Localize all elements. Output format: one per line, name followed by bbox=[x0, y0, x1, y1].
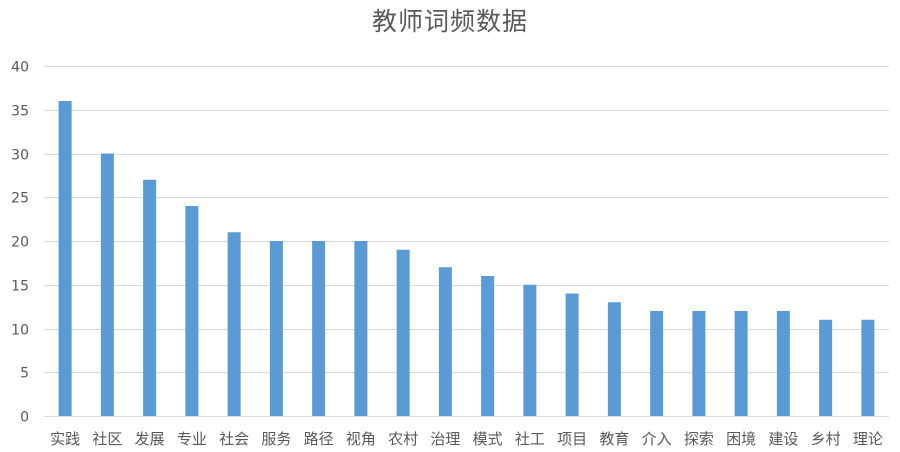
y-tick-label: 30 bbox=[11, 148, 29, 164]
x-category-label: 理论 bbox=[853, 430, 883, 448]
bar bbox=[312, 241, 326, 416]
bar bbox=[565, 293, 579, 416]
gridlines bbox=[44, 66, 889, 417]
y-tick-label: 20 bbox=[11, 235, 29, 251]
x-category-label: 模式 bbox=[473, 430, 503, 448]
x-category-label: 探索 bbox=[684, 430, 714, 448]
bar bbox=[438, 267, 452, 416]
y-tick-label: 10 bbox=[11, 323, 29, 339]
y-tick-label: 0 bbox=[20, 410, 29, 426]
x-category-label: 发展 bbox=[135, 430, 165, 448]
bar bbox=[523, 284, 537, 416]
bar bbox=[354, 241, 368, 416]
bar bbox=[650, 311, 664, 416]
x-category-label: 农村 bbox=[388, 430, 418, 448]
bar bbox=[100, 153, 114, 416]
bar bbox=[692, 311, 706, 416]
bar bbox=[861, 319, 875, 416]
bar bbox=[269, 241, 283, 416]
bar bbox=[396, 249, 410, 416]
x-category-label: 路径 bbox=[304, 430, 334, 448]
y-tick-label: 25 bbox=[11, 191, 29, 207]
x-category-label: 社工 bbox=[515, 430, 545, 448]
x-category-label: 视角 bbox=[346, 430, 376, 448]
y-tick-label: 40 bbox=[11, 60, 29, 76]
x-category-label: 治理 bbox=[430, 430, 460, 448]
x-category-label: 乡村 bbox=[811, 430, 841, 448]
x-category-label: 社区 bbox=[92, 430, 122, 448]
bar bbox=[734, 311, 748, 416]
x-category-label: 专业 bbox=[177, 430, 207, 448]
x-axis-labels: 实践 社区 发展 专业 社会 服务 路径 视角 农村 治理 模式 社工 项目 教育 介入 探索 困境 建设 乡村 理论 bbox=[50, 430, 883, 448]
bar bbox=[607, 302, 621, 416]
bar bbox=[185, 206, 199, 416]
x-category-label: 服务 bbox=[261, 430, 291, 448]
x-category-label: 建设 bbox=[768, 430, 798, 448]
bars bbox=[58, 101, 875, 416]
x-category-label: 社会 bbox=[219, 430, 249, 448]
y-tick-label: 5 bbox=[20, 366, 29, 382]
bar bbox=[481, 276, 495, 416]
bar bbox=[143, 179, 157, 416]
bar bbox=[819, 319, 833, 416]
bar bbox=[58, 101, 72, 416]
bar bbox=[776, 311, 790, 416]
y-axis-ticks: 0 5 10 15 20 25 30 35 40 bbox=[11, 60, 29, 426]
x-category-label: 教育 bbox=[599, 430, 629, 448]
y-tick-label: 35 bbox=[11, 104, 29, 120]
x-category-label: 实践 bbox=[50, 430, 80, 448]
chart-title: 教师词频数据 bbox=[371, 7, 528, 36]
x-category-label: 项目 bbox=[557, 430, 587, 448]
x-category-label: 困境 bbox=[726, 430, 756, 448]
x-category-label: 介入 bbox=[642, 430, 672, 448]
bar bbox=[227, 232, 241, 416]
y-tick-label: 15 bbox=[11, 279, 29, 295]
